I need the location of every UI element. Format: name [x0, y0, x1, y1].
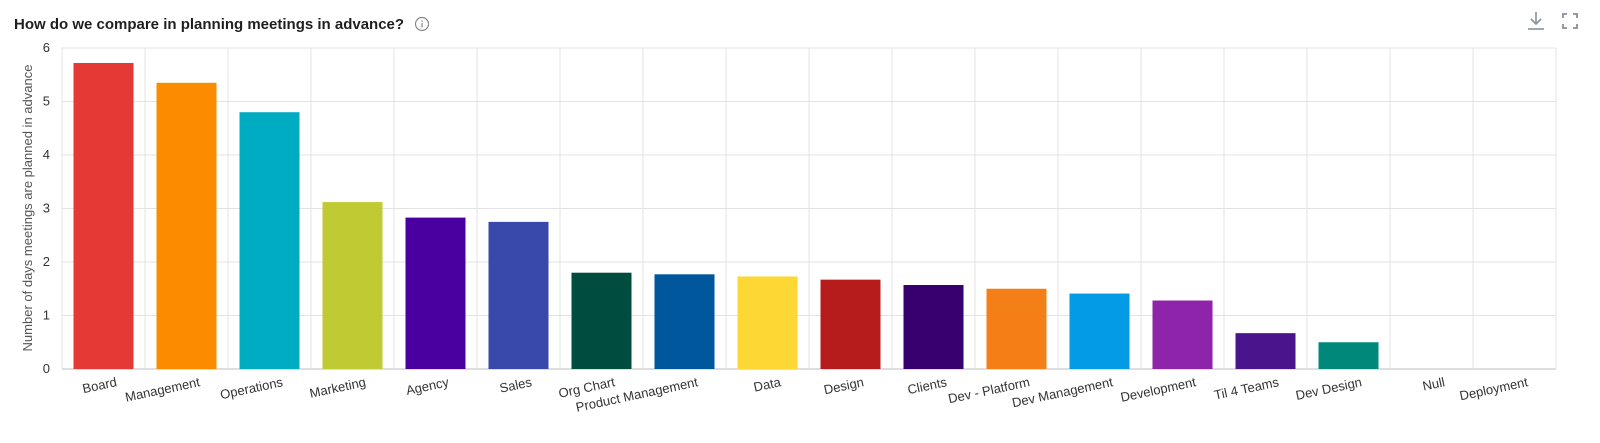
- chart-header: How do we compare in planning meetings i…: [14, 12, 430, 36]
- x-tick-label: Development: [1119, 374, 1197, 405]
- bar[interactable]: [1318, 342, 1379, 369]
- y-tick-labels: 0 1 2 3 4 5 6: [43, 40, 50, 376]
- bar[interactable]: [1152, 300, 1213, 369]
- bar[interactable]: [654, 274, 715, 369]
- fullscreen-icon[interactable]: [1560, 10, 1580, 32]
- x-tick-label: Deployment: [1458, 374, 1529, 403]
- info-icon[interactable]: [414, 16, 430, 32]
- bar[interactable]: [73, 62, 134, 369]
- bar[interactable]: [903, 285, 964, 369]
- bars: [73, 62, 1379, 370]
- bar[interactable]: [1235, 333, 1296, 369]
- download-icon[interactable]: [1526, 10, 1546, 32]
- bar[interactable]: [986, 288, 1047, 369]
- x-tick-label: Dev Design: [1294, 374, 1363, 403]
- y-tick-label: 6: [43, 40, 50, 55]
- y-tick-label: 3: [43, 201, 50, 216]
- x-tick-label: Management: [124, 374, 202, 405]
- x-tick-label: Agency: [405, 374, 451, 398]
- x-tick-label: Board: [81, 374, 118, 396]
- x-tick-label: Sales: [498, 374, 533, 396]
- x-tick-labels: Board Management Operations Marketing Agency…: [81, 374, 1529, 415]
- y-axis-label: Number of days meetings are planned in a…: [20, 65, 35, 352]
- bar[interactable]: [737, 276, 798, 369]
- x-tick-label: Data: [752, 374, 783, 395]
- chart-title: How do we compare in planning meetings i…: [14, 15, 405, 33]
- x-tick-label: Clients: [906, 374, 948, 397]
- bar[interactable]: [239, 112, 300, 369]
- bar[interactable]: [322, 202, 383, 369]
- grid: [61, 47, 1557, 370]
- x-tick-label: Design: [822, 374, 865, 397]
- bar[interactable]: [571, 272, 632, 369]
- x-tick-label: Null: [1421, 374, 1446, 393]
- bar[interactable]: [405, 217, 466, 369]
- bar[interactable]: [156, 82, 217, 370]
- y-tick-label: 5: [43, 94, 50, 109]
- x-tick-label: Marketing: [308, 374, 367, 401]
- y-tick-label: 2: [43, 254, 50, 269]
- bar[interactable]: [1069, 293, 1130, 369]
- y-tick-label: 1: [43, 308, 50, 323]
- bar[interactable]: [488, 221, 549, 369]
- y-tick-label: 4: [43, 147, 50, 162]
- chart-toolbar: [1526, 10, 1580, 32]
- y-tick-label: 0: [43, 361, 50, 376]
- x-tick-label: Til 4 Teams: [1213, 374, 1281, 402]
- x-tick-label: Operations: [219, 374, 285, 402]
- bar[interactable]: [820, 279, 881, 369]
